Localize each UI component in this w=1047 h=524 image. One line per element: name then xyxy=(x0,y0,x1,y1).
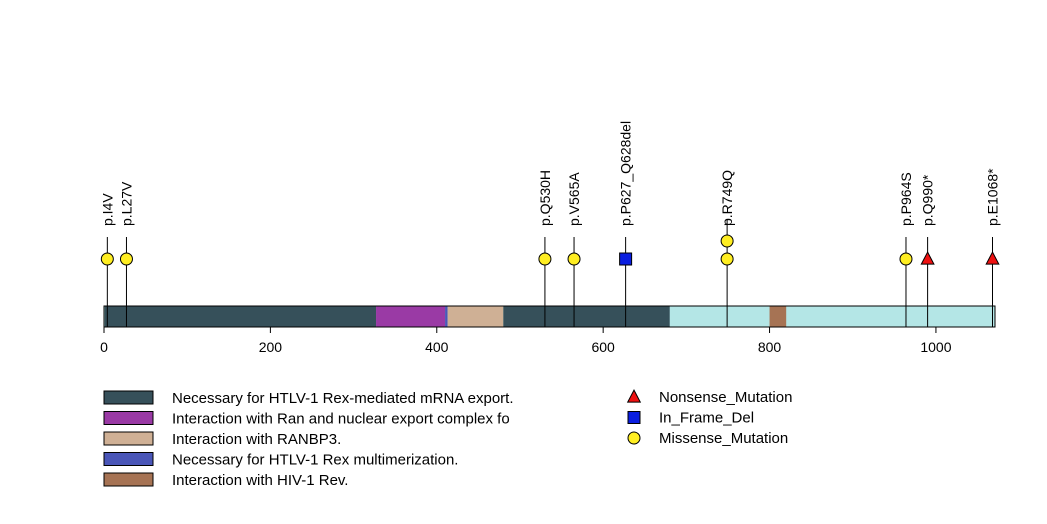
legend-domain-swatch xyxy=(103,390,154,405)
legend-domain-swatch xyxy=(103,431,154,446)
protein-backbone xyxy=(103,305,996,328)
legend-domain-label: Necessary for HTLV-1 Rex multimerization… xyxy=(172,452,458,469)
legend-mutation-label: In_Frame_Del xyxy=(659,410,754,427)
domain-block xyxy=(769,306,787,327)
mutation-label: p.V565A xyxy=(566,172,582,226)
mutation-markers xyxy=(100,234,1000,266)
mutation-label: p.Q990* xyxy=(920,174,936,226)
mutation-label: p.R749Q xyxy=(719,170,735,226)
mutation-label: p.E1068* xyxy=(985,168,1001,226)
axis-tick-label: 800 xyxy=(758,339,782,355)
axis-tick-label: 0 xyxy=(100,339,108,355)
legend-mutation-symbol xyxy=(626,389,642,403)
axis-tick-label: 1000 xyxy=(920,339,951,355)
domain-block xyxy=(447,306,504,327)
mutation-marker xyxy=(567,252,581,266)
legend-domain-swatch xyxy=(103,472,154,487)
mutation-label: p.Q530H xyxy=(537,170,553,226)
legend-mutation-label: Nonsense_Mutation xyxy=(659,389,792,406)
domain-block xyxy=(376,306,446,327)
mutation-label: p.I4V xyxy=(99,193,115,226)
legend-domain-swatch xyxy=(103,452,154,466)
mutation-marker xyxy=(119,252,133,266)
axis-tick-label: 200 xyxy=(259,339,283,355)
legend-mutation-symbol xyxy=(627,411,641,424)
mutation-marker xyxy=(100,252,114,266)
x-axis: 0 200 400 600 800 1000 xyxy=(100,327,952,355)
legend: Necessary for HTLV-1 Rex-mediated mRNA e… xyxy=(103,389,792,489)
mutation-labels: p.I4V p.L27V p.Q530H p.V565A p.P627_Q628del p… xyxy=(99,121,1000,226)
domain-block xyxy=(503,306,670,327)
mutation-marker xyxy=(720,252,734,266)
legend-mutation-label: Missense_Mutation xyxy=(659,430,788,447)
axis-tick-label: 600 xyxy=(591,339,615,355)
domain-block xyxy=(445,306,448,327)
axis-tick-label: 400 xyxy=(425,339,449,355)
mutation-marker xyxy=(899,252,913,266)
mutation-label: p.P627_Q628del xyxy=(618,121,634,226)
mutation-marker xyxy=(985,251,1000,265)
legend-domain-label: Interaction with Ran and nuclear export … xyxy=(172,411,510,428)
legend-domain-label: Interaction with RANBP3. xyxy=(172,431,341,448)
legend-domain-label: Interaction with HIV-1 Rev. xyxy=(172,472,348,489)
backbone-outline xyxy=(103,305,996,328)
mutation-marker xyxy=(720,234,734,248)
legend-domain-label: Necessary for HTLV-1 Rex-mediated mRNA e… xyxy=(172,390,514,407)
mutation-label: p.L27V xyxy=(118,181,134,226)
mutation-marker xyxy=(920,251,935,265)
mutation-marker xyxy=(619,252,633,266)
legend-mutation-symbol xyxy=(627,431,641,445)
mutation-marker xyxy=(538,252,552,266)
mutation-label: p.P964S xyxy=(898,172,914,226)
legend-domain-swatch xyxy=(103,411,154,425)
domain-block xyxy=(104,306,377,327)
